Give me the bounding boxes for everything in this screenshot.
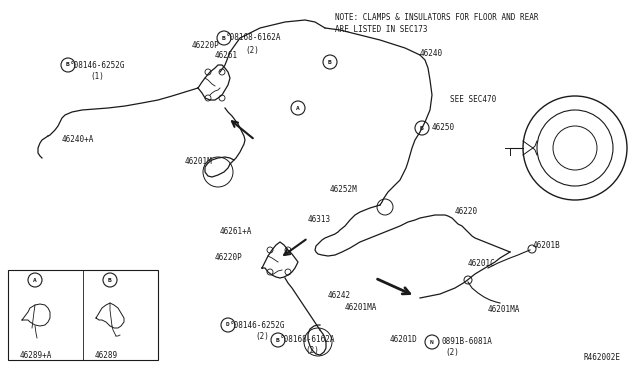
Text: (2): (2) <box>245 45 259 55</box>
Text: °08146-6252G: °08146-6252G <box>230 321 285 330</box>
Text: D: D <box>226 323 230 327</box>
Text: 0891B-6081A: 0891B-6081A <box>442 337 493 346</box>
Text: 46240: 46240 <box>420 48 443 58</box>
Text: 46261+A: 46261+A <box>220 228 252 237</box>
Text: B: B <box>420 125 424 131</box>
Text: N: N <box>430 340 434 344</box>
Text: ARE LISTED IN SEC173: ARE LISTED IN SEC173 <box>335 26 428 35</box>
Text: B: B <box>276 337 280 343</box>
Text: 46250: 46250 <box>432 124 455 132</box>
Text: (2): (2) <box>445 349 459 357</box>
Text: 46313: 46313 <box>308 215 331 224</box>
Text: 46289: 46289 <box>95 350 118 359</box>
Text: B: B <box>108 278 112 282</box>
Text: 46201C: 46201C <box>468 259 496 267</box>
Text: 46220: 46220 <box>455 208 478 217</box>
Text: A: A <box>33 278 37 282</box>
Text: (1): (1) <box>90 71 104 80</box>
Text: °08168-6162A: °08168-6162A <box>226 33 282 42</box>
Text: B: B <box>328 60 332 64</box>
Text: 46201MA: 46201MA <box>345 304 378 312</box>
Text: (2): (2) <box>255 331 269 340</box>
Text: 46289+A: 46289+A <box>20 350 52 359</box>
Text: 46252M: 46252M <box>330 186 358 195</box>
Text: SEE SEC470: SEE SEC470 <box>450 96 496 105</box>
Text: R462002E: R462002E <box>583 353 620 362</box>
Text: B: B <box>66 62 70 67</box>
Bar <box>8 270 158 360</box>
Text: 46220P: 46220P <box>192 41 220 49</box>
Text: 46201B: 46201B <box>533 241 561 250</box>
Text: B: B <box>222 35 226 41</box>
Text: A: A <box>296 106 300 110</box>
Text: 46201M: 46201M <box>185 157 212 167</box>
Text: 46242: 46242 <box>328 291 351 299</box>
Text: 46240+A: 46240+A <box>62 135 94 144</box>
Text: 46261: 46261 <box>215 51 238 60</box>
Text: 46201D: 46201D <box>390 336 418 344</box>
Text: 46220P: 46220P <box>215 253 243 263</box>
Text: NOTE: CLAMPS & INSULATORS FOR FLOOR AND REAR: NOTE: CLAMPS & INSULATORS FOR FLOOR AND … <box>335 13 538 22</box>
Text: 46201MA: 46201MA <box>488 305 520 314</box>
Text: °08146-6252G: °08146-6252G <box>70 61 125 70</box>
Text: (2): (2) <box>305 346 319 355</box>
Text: °08168-6162A: °08168-6162A <box>280 336 335 344</box>
